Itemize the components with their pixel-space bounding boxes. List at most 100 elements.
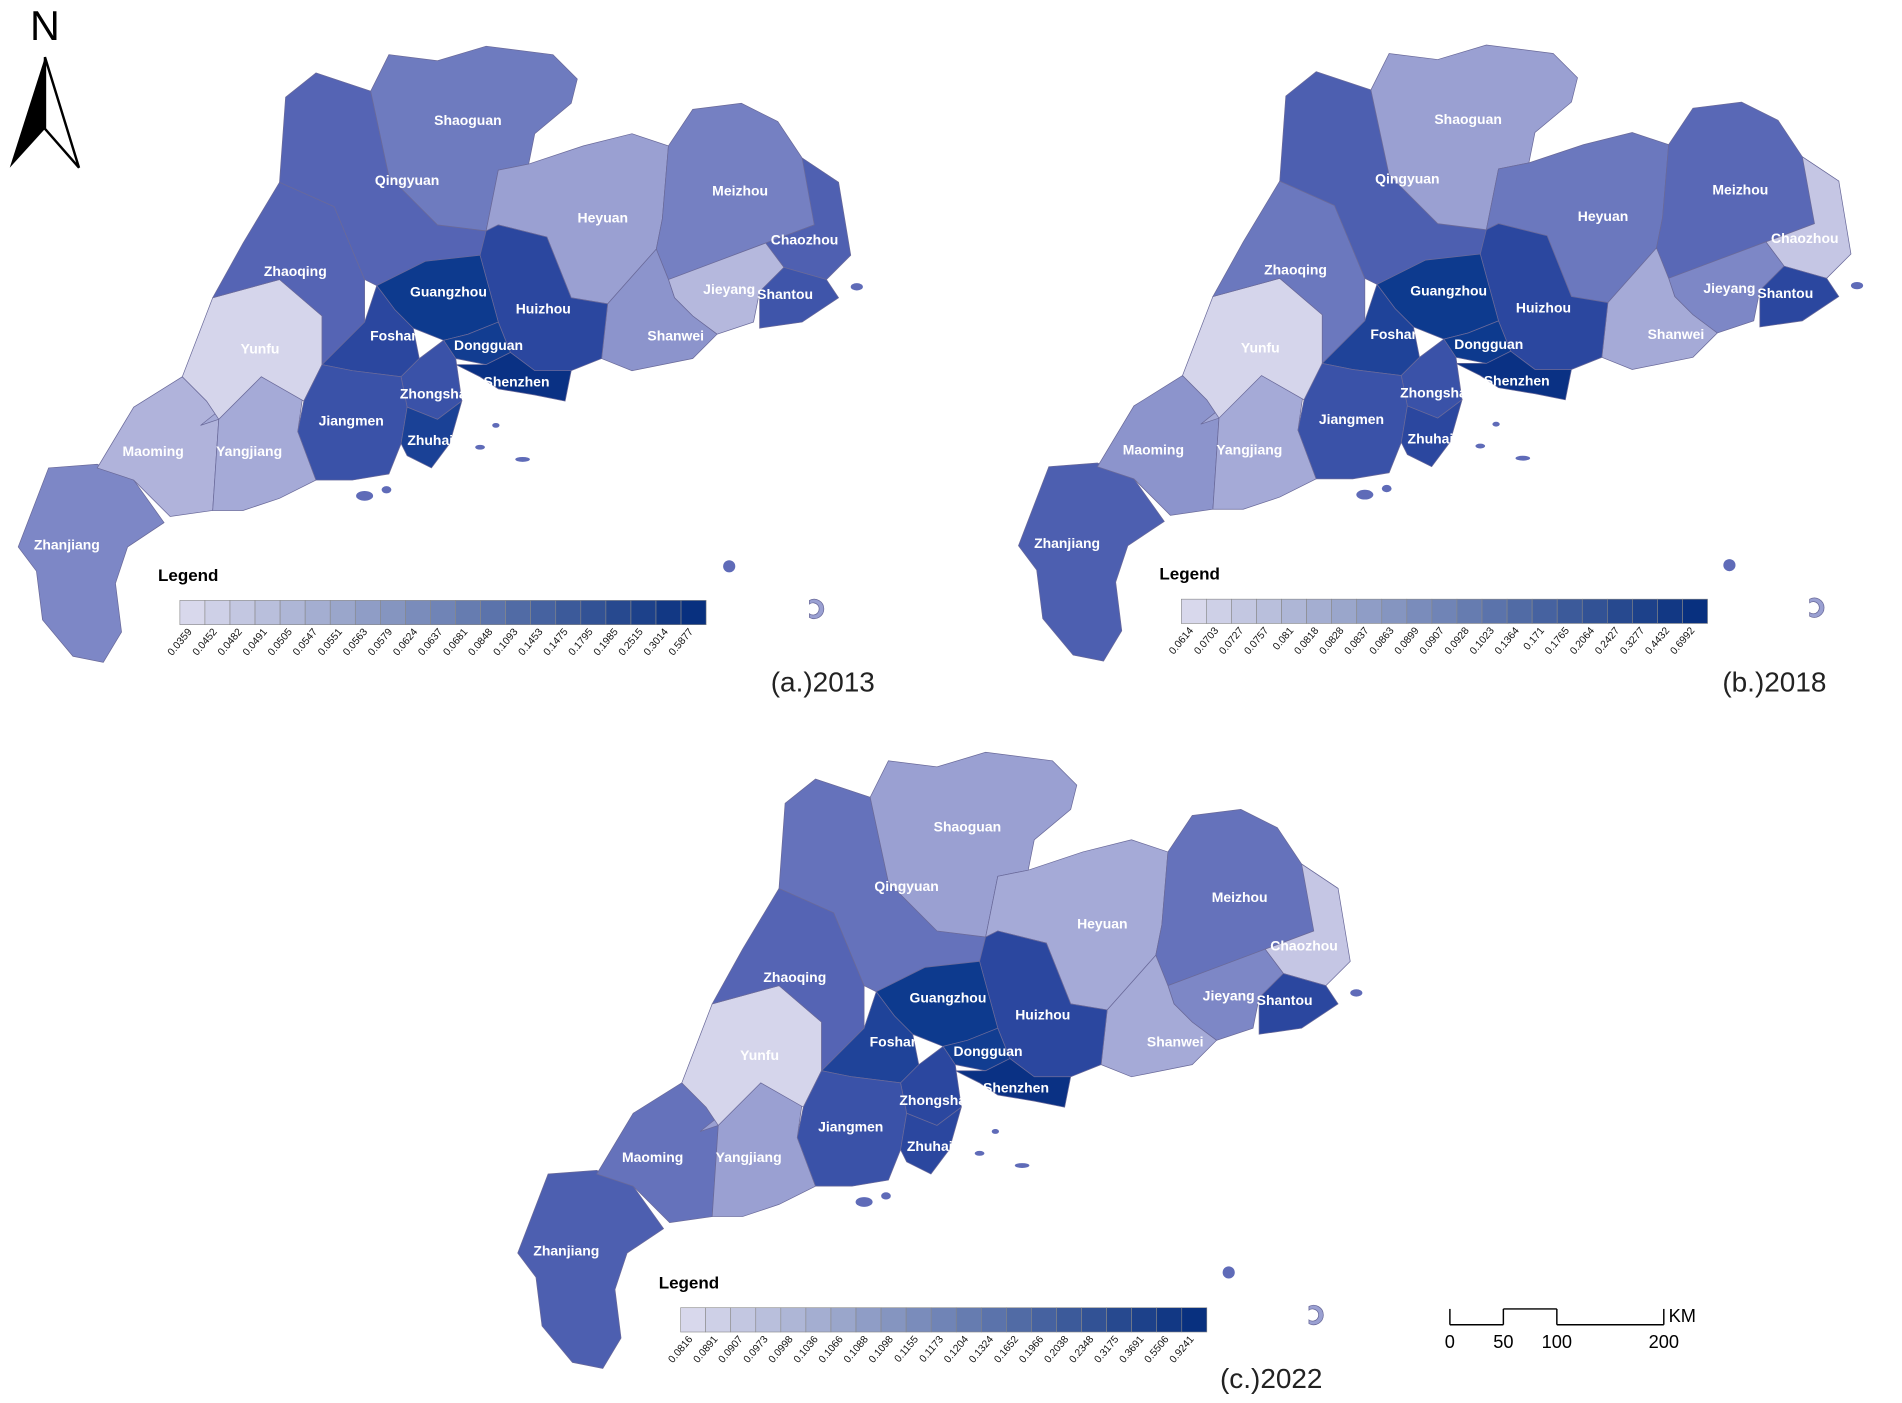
legend-label: 0.1324 [967, 1334, 996, 1365]
city-label: Shantou [1757, 285, 1813, 301]
legend-label: 0.4432 [1644, 625, 1673, 656]
legend-swatch [1181, 1307, 1208, 1333]
legend-swatch [279, 600, 306, 625]
island [475, 444, 485, 450]
legend-swatch [1331, 598, 1358, 624]
legend-swatch [1356, 598, 1383, 624]
city-label: Foshan [1370, 326, 1420, 342]
legend-label: 0.2427 [1593, 625, 1622, 656]
island [1515, 455, 1531, 461]
legend-label: 0.0547 [291, 627, 320, 658]
city-label: Jiangmen [818, 1119, 883, 1135]
legend-label: 0.3691 [1118, 1334, 1147, 1365]
legend-swatch [1006, 1307, 1032, 1333]
north-label: N [30, 3, 60, 49]
island [356, 491, 374, 501]
legend-title: Legend [1159, 565, 1219, 584]
city-label: Shanwei [1147, 1033, 1204, 1049]
city-label: Foshan [370, 327, 420, 343]
map: Zhanjiang Maoming Yangjiang Yunfu Zhaoqing Qi… [17, 45, 863, 663]
legend-label: 0.0848 [467, 627, 496, 658]
legend-swatch [1381, 598, 1408, 624]
legend-label: 0.1093 [492, 627, 521, 658]
region [1212, 180, 1366, 365]
legend-label: 0.0757 [1243, 625, 1272, 656]
city-label: Dongguan [1454, 336, 1523, 352]
legend-label: 0.0491 [241, 627, 270, 658]
city-label: Maoming [122, 443, 183, 459]
city-label: Shantou [757, 286, 813, 302]
island [1492, 421, 1500, 427]
legend-swatch [1206, 598, 1232, 624]
scale-label: 100 [1542, 1331, 1572, 1352]
legend-label: 0.3277 [1618, 625, 1647, 656]
scale-unit: KM [1669, 1305, 1696, 1326]
city-label: Zhaoqing [763, 969, 826, 985]
city-label: Foshan [870, 1033, 920, 1049]
region [711, 887, 865, 1072]
island [492, 422, 500, 428]
city-label: Yunfu [1241, 339, 1280, 355]
city-label: Yangjiang [716, 1149, 782, 1165]
legend-swatch [880, 1307, 907, 1333]
legend-label: 0.0579 [366, 627, 395, 658]
legend-label: 0.0837 [1343, 625, 1372, 656]
legend-swatch [304, 600, 331, 625]
legend-swatch [1481, 598, 1508, 624]
city-label: Huizhou [516, 301, 571, 317]
legend-swatch [980, 1307, 1007, 1333]
city-label: Zhuhai [407, 432, 453, 448]
legend-label: 0.0907 [717, 1334, 746, 1365]
scale-label: 50 [1493, 1331, 1513, 1352]
legend-label: 0.0624 [391, 627, 420, 658]
legend-swatch [1431, 598, 1458, 624]
map: Zhanjiang Maoming Yangjiang Yunfu Zhaoqing Qi… [517, 751, 1363, 1369]
legend-label: 0.0637 [417, 627, 446, 658]
island [1723, 559, 1736, 572]
legend-swatch [505, 600, 532, 625]
city-label: Yunfu [740, 1047, 779, 1063]
legend-label: 0.0359 [166, 627, 195, 658]
legend-swatch [705, 1307, 732, 1333]
legend-label: 0.1475 [542, 627, 571, 658]
legend-swatch [555, 600, 582, 625]
panel-caption: (a.)2013 [771, 667, 875, 698]
legend-label: 0.0818 [1293, 625, 1322, 656]
city-label: Jieyang [1703, 280, 1755, 296]
island [1014, 1163, 1030, 1168]
legend-swatch [1156, 1307, 1183, 1333]
legend-label: 0.5506 [1143, 1334, 1172, 1365]
region [1100, 954, 1218, 1078]
island [1809, 597, 1825, 618]
legend-label: 0.1088 [842, 1334, 871, 1365]
city-label: Qingyuan [874, 878, 938, 894]
legend-title: Legend [158, 566, 218, 585]
legend-label: 0.1036 [792, 1334, 821, 1365]
city-label: Yangjiang [1216, 442, 1282, 458]
city-label: Zhongshan [400, 386, 475, 402]
legend-swatch [179, 600, 206, 625]
region [455, 352, 572, 402]
legend-label: 0.1173 [918, 1334, 946, 1365]
legend-swatch [930, 1307, 957, 1333]
city-label: Maoming [1123, 442, 1184, 458]
city-label: Maoming [622, 1149, 683, 1165]
legend-swatch [1106, 1307, 1132, 1333]
city-label: Guangzhou [910, 990, 987, 1006]
legend-swatch [1456, 598, 1483, 624]
legend-swatch [1081, 1307, 1107, 1333]
legend-label: 0.2348 [1068, 1334, 1097, 1365]
region [900, 1106, 962, 1175]
legend-swatch [1531, 598, 1558, 624]
city-label: Jiangmen [319, 412, 384, 428]
region [1018, 462, 1165, 662]
legend-label: 0.5877 [667, 627, 696, 658]
region [869, 751, 1078, 938]
legend-swatch [855, 1307, 882, 1333]
legend-label: 0.0681 [442, 627, 471, 658]
legend-swatch [1607, 598, 1633, 624]
legend-label: 0.1795 [567, 627, 596, 658]
legend-swatch [1056, 1307, 1082, 1333]
legend-swatch [1306, 598, 1332, 624]
city-label: Zhaoqing [1264, 262, 1327, 278]
